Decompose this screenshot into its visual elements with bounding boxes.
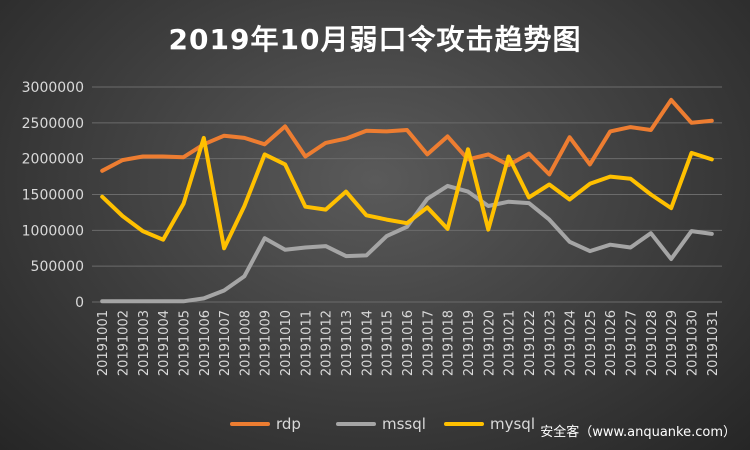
x-tick-label: 20191005 bbox=[177, 310, 192, 376]
x-tick-label: 20191016 bbox=[401, 310, 416, 376]
chart-title: 2019年10月弱口令攻击趋势图 bbox=[168, 23, 582, 56]
series-line-mysql bbox=[100, 135, 714, 251]
x-axis: 20191001 20191002 20191003 20191004 20191005… bbox=[96, 310, 721, 376]
grid-lines bbox=[92, 86, 722, 303]
x-tick-label: 20191023 bbox=[543, 310, 558, 376]
legend-label-mssql: mssql bbox=[382, 415, 426, 433]
legend-label-rdp: rdp bbox=[276, 415, 301, 433]
x-tick-label: 20191003 bbox=[137, 310, 152, 376]
x-tick-label: 20191008 bbox=[238, 310, 253, 376]
x-tick-label: 20191021 bbox=[503, 310, 518, 376]
watermark: 安全客（www.anquanke.com） bbox=[540, 425, 736, 440]
series-line-rdp bbox=[100, 97, 714, 177]
x-tick-label: 20191030 bbox=[686, 310, 701, 376]
y-tick-label: 500000 bbox=[31, 259, 84, 275]
x-tick-label: 20191006 bbox=[198, 310, 213, 376]
x-tick-label: 20191009 bbox=[259, 310, 274, 376]
x-tick-label: 20191001 bbox=[96, 310, 111, 376]
x-tick-label: 20191013 bbox=[340, 310, 355, 376]
x-tick-label: 20191004 bbox=[157, 310, 172, 376]
y-axis: 0 500000 1000000 1500000 2000000 2500000 30000… bbox=[22, 80, 84, 311]
x-tick-label: 20191014 bbox=[360, 310, 375, 376]
x-tick-label: 20191026 bbox=[604, 310, 619, 376]
y-tick-label: 2000000 bbox=[22, 152, 84, 168]
x-tick-label: 20191017 bbox=[421, 310, 436, 376]
x-tick-label: 20191010 bbox=[279, 310, 294, 376]
x-tick-label: 20191019 bbox=[462, 310, 477, 376]
x-tick-label: 20191020 bbox=[482, 310, 497, 376]
x-tick-label: 20191028 bbox=[645, 310, 660, 376]
y-tick-label: 3000000 bbox=[22, 80, 84, 96]
x-tick-label: 20191002 bbox=[116, 310, 131, 376]
y-tick-label: 2500000 bbox=[22, 116, 84, 132]
x-tick-label: 20191015 bbox=[381, 310, 396, 376]
x-tick-label: 20191007 bbox=[218, 310, 233, 376]
x-tick-label: 20191029 bbox=[665, 310, 680, 376]
series-lines bbox=[100, 97, 714, 304]
x-tick-label: 20191031 bbox=[706, 310, 721, 376]
x-tick-label: 20191018 bbox=[442, 310, 457, 376]
x-tick-label: 20191024 bbox=[564, 310, 579, 376]
x-tick-label: 20191022 bbox=[523, 310, 538, 376]
x-tick-label: 20191027 bbox=[625, 310, 640, 376]
series-line-mssql bbox=[100, 183, 714, 304]
x-tick-label: 20191025 bbox=[584, 310, 599, 376]
x-tick-label: 20191012 bbox=[320, 310, 335, 376]
legend-label-mysql: mysql bbox=[490, 415, 535, 433]
y-tick-label: 0 bbox=[75, 295, 84, 311]
x-tick-label: 20191011 bbox=[299, 310, 314, 376]
y-tick-label: 1500000 bbox=[22, 188, 84, 204]
y-tick-label: 1000000 bbox=[22, 223, 84, 239]
legend: rdp mssql mysql bbox=[230, 415, 535, 433]
